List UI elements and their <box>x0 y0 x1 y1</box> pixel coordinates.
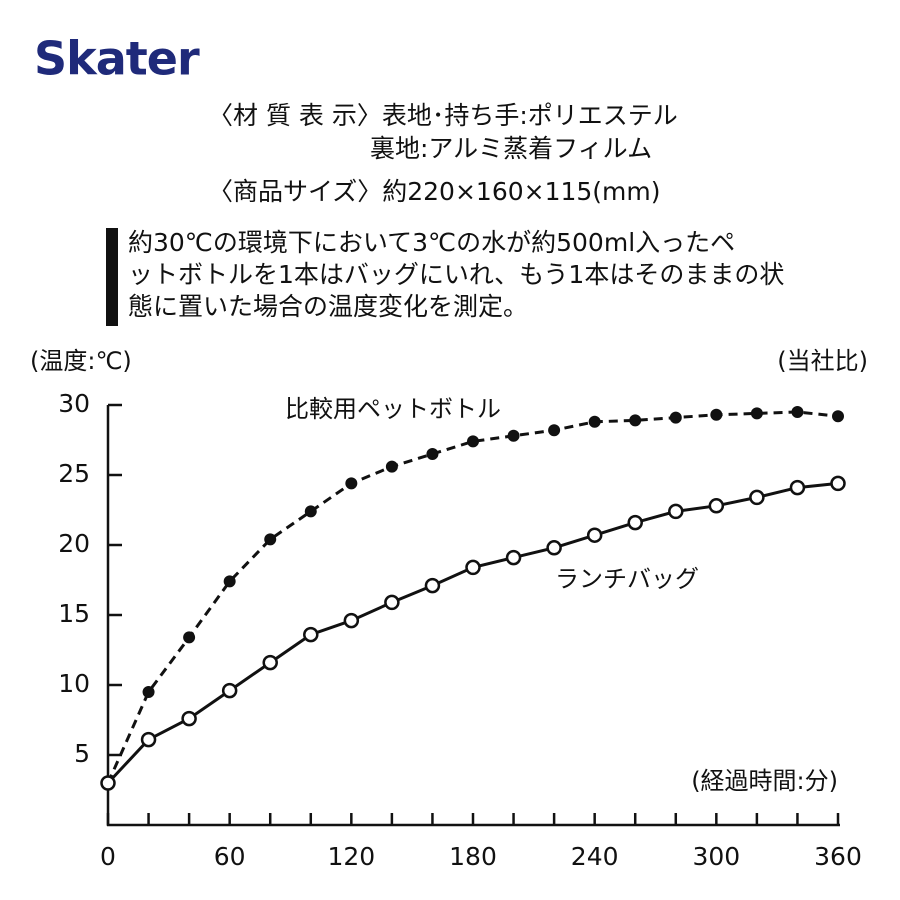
data-point <box>708 498 725 514</box>
data-point <box>345 477 358 490</box>
data-point <box>749 489 765 506</box>
data-point <box>669 411 682 424</box>
series-line <box>106 410 839 784</box>
data-point <box>668 503 684 520</box>
data-point <box>627 514 643 531</box>
data-point <box>262 654 278 671</box>
data-point <box>546 540 562 556</box>
data-point <box>303 626 319 643</box>
data-point <box>142 686 155 698</box>
data-point <box>789 479 806 496</box>
y-tick-label: 20 <box>58 529 90 558</box>
data-point <box>181 710 197 727</box>
data-point <box>791 406 804 418</box>
data-point <box>588 415 601 428</box>
data-point <box>384 594 400 611</box>
spec-line: 〈材 質 表 示〉表地･持ち手:ポリエステル <box>208 101 678 130</box>
data-point <box>629 414 642 427</box>
x-tick-label: 300 <box>692 842 740 871</box>
data-point <box>830 475 846 492</box>
note-line: 約30℃の環境下において3℃の水が約500ml入ったペ <box>128 228 735 257</box>
data-point <box>304 505 317 518</box>
note-line: 態に置いた場合の温度変化を測定。 <box>128 292 528 321</box>
data-point <box>426 448 439 460</box>
y-axis-label: (温度:℃) <box>30 347 132 375</box>
data-point <box>100 775 116 791</box>
data-point <box>750 407 763 420</box>
data-point <box>140 731 157 748</box>
note-bar <box>106 228 118 326</box>
data-point <box>710 408 723 421</box>
y-tick-label: 10 <box>58 669 90 698</box>
series-line <box>106 481 839 785</box>
data-point <box>424 577 441 594</box>
brand-logo: Skater <box>34 32 200 86</box>
data-point <box>507 429 520 442</box>
y-tick-label: 15 <box>58 599 90 628</box>
y-tick-label: 25 <box>58 459 90 488</box>
spec-line: 〈商品サイズ〉約220×160×115(mm) <box>208 177 661 206</box>
x-tick-label: 240 <box>571 842 619 871</box>
data-point <box>264 533 277 546</box>
data-point <box>223 575 236 588</box>
series-label: ランチバッグ <box>555 565 699 593</box>
data-point <box>467 435 479 448</box>
data-point <box>832 410 844 423</box>
data-point <box>465 559 481 576</box>
data-point <box>505 549 522 566</box>
x-tick-label: 120 <box>327 842 375 871</box>
spec-line: 裏地:アルミ蒸着フィルム <box>370 134 652 163</box>
data-point <box>343 612 360 629</box>
data-point <box>548 424 561 437</box>
x-tick-label: 360 <box>814 842 862 871</box>
x-tick-label: 0 <box>100 842 116 871</box>
y-tick-label: 5 <box>74 739 90 768</box>
data-point <box>586 527 603 543</box>
y-tick-label: 30 <box>58 389 90 418</box>
data-point <box>221 682 238 699</box>
data-point <box>385 460 398 473</box>
x-tick-label: 60 <box>214 842 246 871</box>
note-line: ットボトルを1本はバッグにいれ、もう1本はそのままの状 <box>128 260 784 289</box>
x-tick-label: 180 <box>449 842 497 871</box>
annotation: (当社比) <box>777 347 868 375</box>
series-label: 比較用ペットボトル <box>285 395 501 423</box>
data-point <box>183 631 196 644</box>
x-axis-label: (経過時間:分) <box>691 767 838 795</box>
